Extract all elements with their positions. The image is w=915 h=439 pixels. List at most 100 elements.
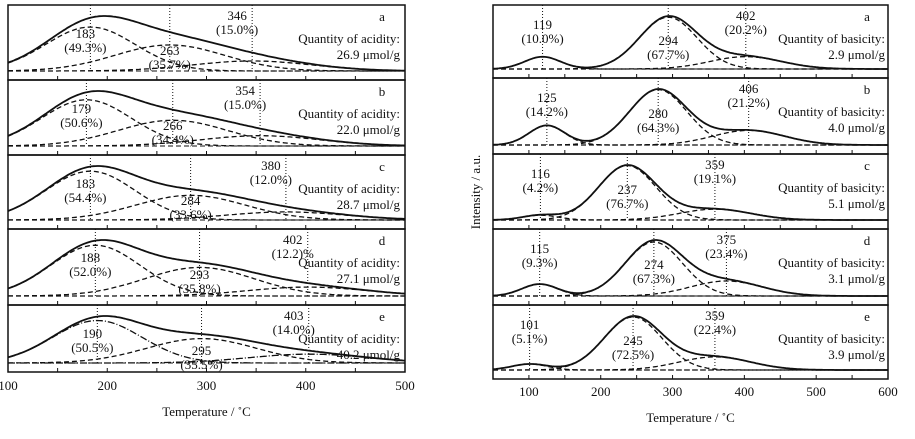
tpd-profile-d [7, 239, 406, 295]
panel-letter: c [864, 158, 870, 173]
fitted-peak-190 [7, 319, 405, 364]
panel-c: 116(4.2%) 237(76.7%) 359(19.1%) c Quantity o… [492, 153, 889, 230]
peak-share-label: (67.3%) [633, 271, 675, 286]
fitted-peak-245 [493, 316, 888, 371]
peak-share-label: (10.0%) [521, 31, 563, 46]
peak-share-label: (14.2%) [526, 104, 568, 119]
quantity-value: 40.2 μmol/g [337, 347, 401, 362]
chart-acidity: 183(49.3%) 263(35.7%)346(15.0%)aQuantity … [0, 4, 415, 419]
peak-temperature-label: 402 [283, 232, 303, 247]
tpd-profile-e [492, 315, 888, 371]
panel-letter: e [379, 309, 385, 324]
fitted-peak-179 [7, 99, 405, 147]
peak-share-label: (50.6%) [60, 115, 102, 130]
peak-share-label: (67.7%) [647, 47, 689, 62]
peak-share-label: (5.1%) [512, 331, 548, 346]
peak-temperature-label: 188 [81, 250, 101, 265]
fitted-peak-263 [7, 44, 405, 72]
x-tick-label: 400 [296, 378, 316, 393]
tpd-profile-a [493, 15, 888, 70]
peak-share-label: (64.3%) [637, 120, 679, 135]
peak-share-label: (20.2%) [725, 22, 767, 37]
quantity-value: 2.9 μmol/g [828, 47, 885, 62]
panel-e: 190(50.5%) 295(35.5%) 403(14.0%) e Quantity … [7, 304, 406, 373]
peak-temperature-label: 101 [520, 317, 540, 332]
panel-a: 119(10.0%) 294(67.7%) 402(20.2%) a Quantity … [492, 4, 889, 79]
panel-letter: a [864, 9, 870, 24]
peak-share-label: (15.0%) [224, 97, 266, 112]
tpd-profile-e [7, 315, 406, 362]
peak-temperature-label: 183 [76, 176, 96, 191]
peak-temperature-label: 359 [705, 308, 725, 323]
panel-b: 125(14.2%) 280(64.3%) 406(21.2%) b Quantity … [492, 77, 889, 155]
fitted-peak-284 [8, 194, 405, 221]
quantity-value: 3.1 μmol/g [828, 271, 885, 286]
peak-temperature-label: 403 [284, 308, 304, 323]
peak-share-label: (19.1%) [694, 171, 736, 186]
quantity-caption: Quantity of basicity: [778, 331, 885, 346]
tpd-profile-d [492, 239, 888, 297]
quantity-value: 4.0 μmol/g [828, 120, 885, 135]
peak-temperature-label: 183 [76, 26, 96, 41]
panel-letter: a [379, 9, 385, 24]
x-tick-label: 200 [591, 384, 611, 399]
x-tick-label: 300 [663, 384, 683, 399]
panel-letter: e [864, 309, 870, 324]
tpd-profile-c [492, 164, 888, 221]
fitted-peak-237 [493, 164, 888, 221]
peak-temperature-label: 293 [190, 267, 210, 282]
quantity-caption: Quantity of acidity: [298, 106, 400, 121]
peak-temperature-label: 375 [717, 232, 737, 247]
peak-temperature-label: 179 [72, 101, 92, 116]
fitted-peak-183 [7, 170, 405, 221]
panel-letter: b [379, 84, 386, 99]
peak-share-label: (22.4%) [694, 322, 736, 337]
quantity-caption: Quantity of acidity: [298, 331, 400, 346]
peak-share-label: (76.7%) [606, 196, 648, 211]
peak-temperature-label: 263 [160, 43, 180, 58]
peak-share-label: (72.5%) [612, 347, 654, 362]
panel-d: 115(9.3%) 274(67.3%) 375(23.4%) d Quantity o… [492, 228, 889, 306]
panel-letter: b [864, 82, 871, 97]
tpd-profile-b [492, 88, 888, 146]
fitted-peak-188 [7, 244, 405, 297]
peak-temperature-label: 125 [537, 90, 557, 105]
peak-share-label: (35.7%) [149, 57, 191, 72]
peak-share-label: (21.2%) [728, 95, 770, 110]
x-tick-label: 100 [519, 384, 539, 399]
quantity-caption: Quantity of acidity: [298, 31, 400, 46]
peak-share-label: (35.8%) [178, 281, 220, 296]
x-tick-label: 500 [395, 378, 415, 393]
peak-share-label: (12.2)% [272, 246, 314, 261]
peak-temperature-label: 119 [533, 17, 552, 32]
peak-share-label: (52.0%) [69, 264, 111, 279]
peak-temperature-label: 266 [163, 118, 183, 133]
peak-share-label: (4.2%) [523, 180, 559, 195]
quantity-value: 26.9 μmol/g [337, 47, 401, 62]
peak-share-label: (12.0%) [250, 172, 292, 187]
quantity-value: 22.0 μmol/g [337, 122, 401, 137]
x-tick-label: 400 [735, 384, 755, 399]
peak-temperature-label: 274 [644, 257, 664, 272]
peak-temperature-label: 116 [531, 166, 551, 181]
x-tick-label: 200 [98, 378, 118, 393]
peak-temperature-label: 237 [618, 182, 638, 197]
tpd-profile-a [7, 15, 405, 72]
peak-share-label: (33.6%) [169, 207, 211, 222]
fitted-peak-402 [8, 286, 406, 297]
fitted-peak-266 [8, 119, 405, 147]
x-tick-label: 100 [0, 378, 18, 393]
y-axis-label: Intensity / a.u. [468, 155, 483, 229]
peak-share-label: (34.4%) [152, 132, 194, 147]
quantity-value: 27.1 μmol/g [337, 271, 401, 286]
x-axis-label: Temperature / ˚C [162, 404, 251, 419]
peak-temperature-label: 354 [235, 83, 255, 98]
fitted-peak-295 [7, 337, 405, 364]
panel-d: 188(52.0%) 293(35.8%) 402(12.2)% d Quantity … [7, 228, 406, 306]
panel-a: 183(49.3%) 263(35.7%) 346(15.0%) a Quantity … [7, 4, 406, 81]
quantity-caption: Quantity of basicity: [778, 255, 885, 270]
peak-share-label: (9.3%) [522, 255, 558, 270]
peak-temperature-label: 115 [530, 241, 549, 256]
peak-temperature-label: 402 [736, 8, 756, 23]
